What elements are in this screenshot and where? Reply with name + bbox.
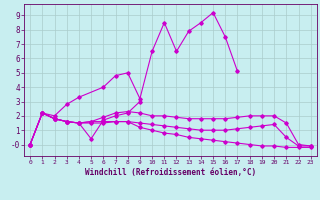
X-axis label: Windchill (Refroidissement éolien,°C): Windchill (Refroidissement éolien,°C) (85, 168, 256, 177)
